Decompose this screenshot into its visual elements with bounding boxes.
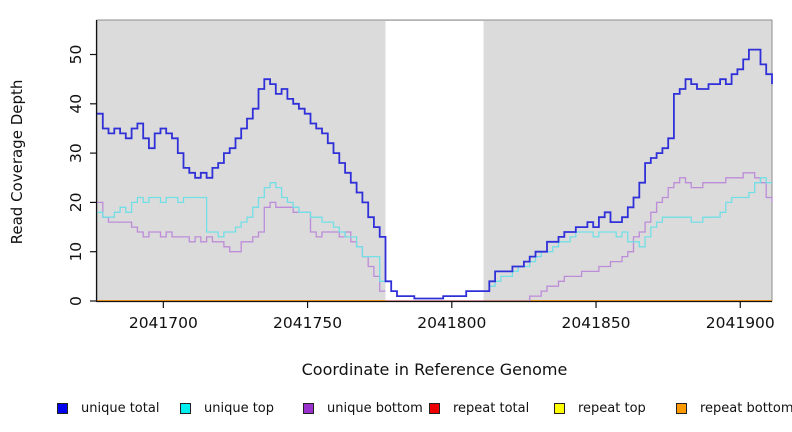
- legend-item-repeat-top: repeat top: [554, 399, 646, 417]
- legend-item-repeat-bottom: repeat bottom: [676, 399, 792, 417]
- x-tick-label: 2041900: [706, 314, 775, 332]
- legend-item-repeat-total: repeat total: [429, 399, 529, 417]
- x-tick-label: 2041750: [273, 314, 342, 332]
- y-tick-label: 30: [67, 143, 85, 163]
- y-axis-title: Read Coverage Depth: [8, 79, 26, 245]
- legend-swatch-unique-top-icon: [180, 402, 191, 414]
- legend-label-unique-total: unique total: [81, 400, 160, 416]
- y-tick-label: 10: [67, 242, 85, 262]
- legend-label-repeat-bottom: repeat bottom: [700, 400, 792, 416]
- y-tick-label: 0: [67, 296, 85, 306]
- x-axis-title: Coordinate in Reference Genome: [301, 360, 568, 379]
- legend-swatch-unique-total-icon: [57, 402, 68, 414]
- legend-item-unique-bottom: unique bottom: [303, 399, 423, 417]
- series-line-unique-total: [97, 48, 773, 300]
- x-tick-label: 2041850: [562, 314, 631, 332]
- legend-swatch-unique-bottom-icon: [303, 402, 314, 414]
- legend-swatch-repeat-bottom-icon: [676, 402, 687, 414]
- legend-label-repeat-top: repeat top: [578, 400, 646, 416]
- legend-label-repeat-total: repeat total: [453, 400, 530, 416]
- legend-item-unique-top: unique top: [180, 399, 274, 417]
- series-line-unique-top: [97, 177, 772, 292]
- y-tick-label: 20: [67, 193, 85, 213]
- x-tick-label: 2041800: [417, 314, 486, 332]
- legend-swatch-repeat-top-icon: [554, 402, 565, 414]
- legend-swatch-repeat-total-icon: [429, 402, 440, 414]
- legend-label-unique-bottom: unique bottom: [327, 400, 423, 416]
- x-tick-label: 2041700: [129, 314, 198, 332]
- legend-item-unique-total: unique total: [57, 399, 159, 417]
- y-tick-label: 40: [67, 94, 85, 114]
- plot-legend: unique total unique top unique bottom repea…: [0, 399, 792, 421]
- y-tick-label: 50: [67, 45, 85, 65]
- legend-label-unique-top: unique top: [204, 400, 275, 416]
- coverage-gap-highlight: [385, 21, 484, 301]
